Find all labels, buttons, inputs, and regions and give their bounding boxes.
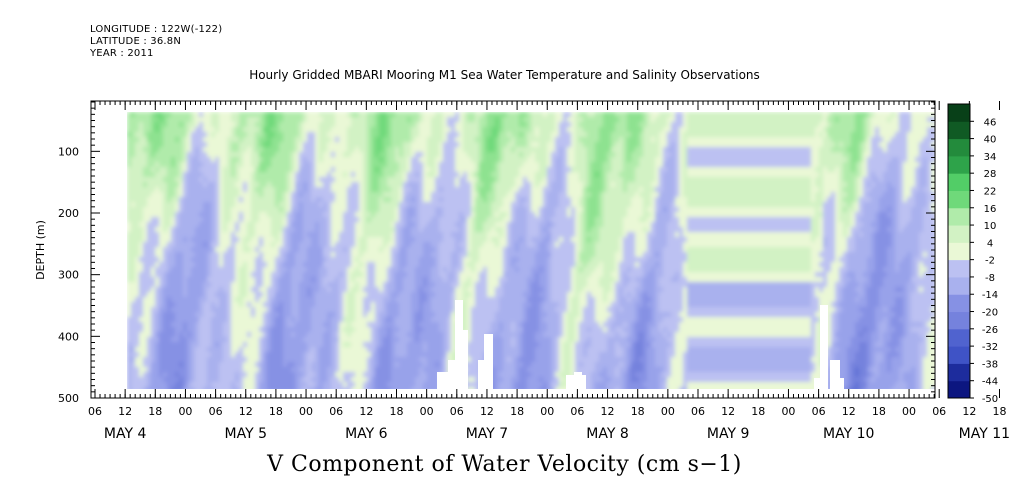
colorbar-swatch <box>948 311 970 330</box>
x-tick-label: 00 <box>902 405 916 418</box>
x-tick-label: 18 <box>148 405 162 418</box>
latitude-label: LATITUDE : 36.8N <box>90 36 182 47</box>
x-tick-label: 18 <box>269 405 283 418</box>
x-tick-label: 06 <box>932 405 946 418</box>
colorbar-label: -38 <box>982 359 998 370</box>
x-tick-label: 18 <box>872 405 886 418</box>
colorbar-label: -50 <box>982 394 998 405</box>
colorbar-swatch <box>948 104 970 122</box>
colorbar-swatch <box>948 173 970 191</box>
colorbar: 46 40 34 28 22 16 10 4 -2 -8 -14 -20 -26 -32 -38 -44 -50 <box>947 103 998 405</box>
x-day-label: MAY 10 <box>823 426 874 442</box>
y-tick-label: 500 <box>58 392 79 405</box>
x-day-label: MAY 6 <box>345 426 388 442</box>
x-tick-label: 18 <box>390 405 404 418</box>
colorbar-label: 16 <box>984 204 997 215</box>
colorbar-label: -20 <box>982 308 998 319</box>
longitude-label: LONGITUDE : 122W(-122) <box>90 24 223 35</box>
colorbar-swatch <box>948 328 970 347</box>
colorbar-swatch <box>948 121 970 140</box>
plot-axes: 06 12 18 00 06 12 18 00 06 12 18 00 06 12 18 00 06 12 18 00… <box>34 100 1009 442</box>
colorbar-label: -2 <box>985 256 995 267</box>
y-tick-label: 300 <box>58 269 79 282</box>
x-tick-label: 18 <box>993 405 1007 418</box>
colorbar-swatch <box>948 276 970 295</box>
x-day-label: MAY 11 <box>959 426 1009 442</box>
colorbar-label: -26 <box>982 325 998 336</box>
x-tick-label: 12 <box>962 405 976 418</box>
colorbar-label: 4 <box>987 238 993 249</box>
colorbar-swatch <box>948 138 970 157</box>
x-axis-title: V Component of Water Velocity (cm s−1) <box>267 452 742 477</box>
colorbar-swatch <box>948 346 970 364</box>
y-tick-label: 200 <box>58 207 79 220</box>
x-day-label: MAY 9 <box>707 426 749 442</box>
x-day-label: MAY 4 <box>104 426 147 442</box>
x-tick-label: 12 <box>601 405 615 418</box>
x-tick-label: 06 <box>88 405 102 418</box>
x-day-label: MAY 8 <box>586 426 628 442</box>
x-tick-label: 00 <box>420 405 434 418</box>
colorbar-label: -32 <box>982 342 998 353</box>
colorbar-swatch <box>948 225 970 243</box>
colorbar-frame <box>947 103 971 399</box>
x-tick-label: 12 <box>118 405 132 418</box>
x-tick-label: 06 <box>812 405 826 418</box>
year-label: YEAR : 2011 <box>90 48 154 59</box>
x-tick-label: 18 <box>631 405 645 418</box>
colorbar-swatch <box>948 242 970 261</box>
colorbar-swatch <box>948 294 970 313</box>
x-tick-label: 06 <box>570 405 584 418</box>
colorbar-label: 40 <box>984 135 997 146</box>
y-tick-label: 400 <box>58 330 79 343</box>
colorbar-label: -44 <box>982 377 998 388</box>
chart-title: Hourly Gridded MBARI Mooring M1 Sea Wate… <box>249 68 760 82</box>
colorbar-label: 22 <box>984 186 997 197</box>
colorbar-label: 34 <box>984 152 997 163</box>
x-tick-label: 00 <box>661 405 675 418</box>
x-tick-label: 00 <box>178 405 192 418</box>
x-tick-label: 00 <box>781 405 795 418</box>
x-day-label: MAY 5 <box>225 426 267 442</box>
x-tick-label: 06 <box>329 405 343 418</box>
x-tick-label: 06 <box>691 405 705 418</box>
colorbar-swatch <box>948 380 970 399</box>
colorbar-label: -14 <box>982 290 998 301</box>
x-tick-label: 18 <box>751 405 765 418</box>
colorbar-swatch <box>948 155 970 174</box>
heatmap-field <box>127 112 935 389</box>
colorbar-label: 28 <box>984 169 997 180</box>
x-tick-label: 18 <box>510 405 524 418</box>
colorbar-label: -8 <box>985 273 995 284</box>
x-tick-label: 12 <box>480 405 494 418</box>
colorbar-swatch <box>948 363 970 382</box>
colorbar-swatch <box>948 259 970 278</box>
x-tick-label: 12 <box>721 405 735 418</box>
colorbar-label: 10 <box>984 221 997 232</box>
colorbar-swatch <box>948 190 970 209</box>
x-tick-label: 12 <box>359 405 373 418</box>
x-day-label: MAY 7 <box>466 426 508 442</box>
colorbar-swatch <box>948 207 970 226</box>
x-tick-label: 00 <box>299 405 313 418</box>
y-axis-title: DEPTH (m) <box>34 220 47 280</box>
x-tick-label: 12 <box>842 405 856 418</box>
x-tick-label: 06 <box>450 405 464 418</box>
y-tick-label: 100 <box>58 145 79 158</box>
x-tick-label: 00 <box>540 405 554 418</box>
x-tick-label: 12 <box>239 405 253 418</box>
x-tick-label: 06 <box>209 405 223 418</box>
colorbar-label: 46 <box>984 117 997 128</box>
